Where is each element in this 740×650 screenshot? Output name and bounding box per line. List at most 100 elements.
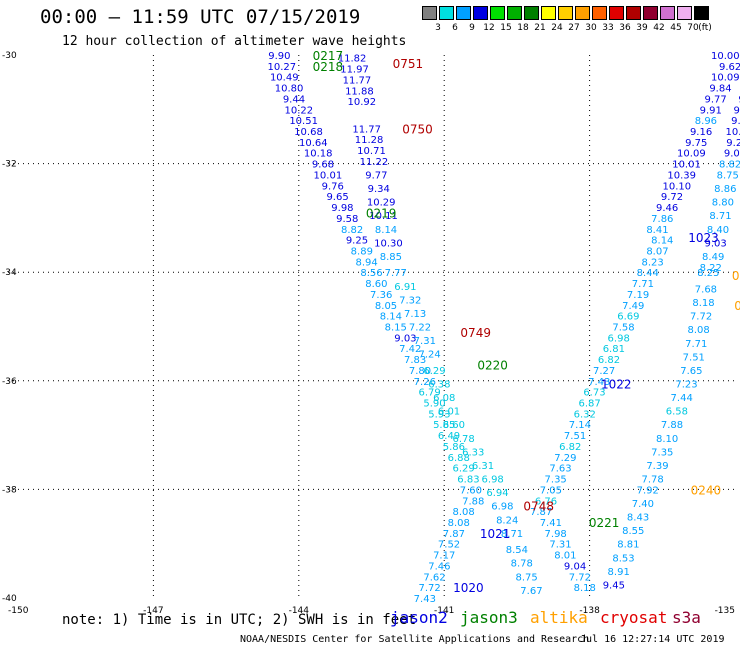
wave-height-value: 8.08 — [448, 518, 470, 529]
wave-height-value: 7.41 — [540, 518, 562, 529]
wave-height-value: 9.68 — [312, 160, 334, 171]
x-tick-label: -141 — [434, 606, 454, 616]
wave-height-value: 8.25 — [697, 268, 719, 279]
pass-time-label: 0219 — [366, 206, 397, 220]
wave-height-value: 7.62 — [423, 572, 445, 583]
wave-height-value: 9.45 — [603, 580, 625, 591]
wave-height-value: 6.87 — [578, 399, 600, 410]
wave-height-value: 7.36 — [370, 290, 392, 301]
wave-height-value: 8.75 — [717, 170, 739, 181]
color-swatch — [626, 6, 641, 20]
wave-height-value: 9.90 — [268, 51, 290, 62]
wave-height-value: 6.94 — [486, 488, 508, 499]
x-tick-label: -135 — [715, 606, 735, 616]
wave-height-value: 8.54 — [506, 545, 528, 556]
wave-height-value: 10.64 — [299, 138, 328, 149]
pass-time-label: 0750 — [402, 122, 433, 136]
y-tick-label: -38 — [2, 485, 17, 495]
wave-height-value: 11.97 — [340, 65, 369, 76]
wave-height-value: 6.98 — [482, 475, 504, 486]
wave-height-value: 6.49 — [438, 431, 460, 442]
wave-height-value: 6.83 — [457, 475, 479, 486]
x-tick-label: -144 — [289, 606, 310, 616]
wave-height-value: 9.58 — [336, 214, 358, 225]
wave-height-value: 8.96 — [695, 116, 717, 127]
wave-height-value: 6.79 — [419, 388, 441, 399]
wave-height-value: 6.82 — [598, 355, 620, 366]
wave-height-value: 10.49 — [270, 73, 299, 84]
color-swatch — [660, 6, 675, 20]
wave-height-value: 7.87 — [443, 529, 465, 540]
wave-height-value: 8.91 — [608, 567, 630, 578]
wave-height-value: 8.71 — [709, 211, 731, 222]
wave-height-value: 9.34 — [368, 184, 390, 195]
wave-height-value: 9.91 — [700, 105, 722, 116]
credit-line: NOAA/NESDIS Center for Satellite Applica… — [240, 634, 590, 645]
wave-height-value: 9.76 — [322, 181, 344, 192]
wave-height-value: 8.49 — [702, 252, 724, 263]
pass-time-label: 0217 — [313, 49, 344, 63]
wave-height-value: 6.58 — [666, 407, 688, 418]
color-scale-label: 6 — [452, 23, 458, 33]
wave-height-value: 8.14 — [380, 312, 402, 323]
x-tick-label: -138 — [579, 606, 600, 616]
wave-height-value: 6.33 — [462, 447, 484, 458]
color-scale-label: 3 — [435, 23, 441, 33]
color-swatch — [490, 6, 505, 20]
color-scale-label: 18 — [517, 23, 529, 33]
wave-height-value: 7.86 — [651, 214, 673, 225]
wave-height-value: 8.18 — [574, 583, 596, 594]
wave-height-value: 7.68 — [695, 284, 717, 295]
wave-height-value: 10.18 — [304, 149, 333, 160]
wave-height-value: 7.22 — [409, 323, 431, 334]
chart-subtitle: 12 hour collection of altimeter wave hei… — [62, 34, 407, 49]
satellite-legend-altika: altika — [530, 608, 588, 627]
wave-height-value: 7.27 — [593, 366, 615, 377]
wave-height-value: 6.32 — [574, 409, 596, 420]
wave-height-value: 7.24 — [419, 350, 441, 361]
color-scale-label: 70 — [687, 23, 699, 33]
wave-height-value: 10.29 — [367, 198, 396, 209]
y-tick-label: -32 — [2, 160, 17, 170]
wave-height-value: 9.77 — [365, 170, 387, 181]
color-swatch — [541, 6, 556, 20]
color-swatch — [439, 6, 454, 20]
wave-height-value: 6.81 — [603, 344, 625, 355]
wave-height-value: 8.43 — [627, 513, 649, 524]
wave-height-value: 9.77 — [704, 94, 726, 105]
wave-height-value: 7.35 — [545, 475, 567, 486]
wave-height-value: 7.52 — [438, 540, 460, 551]
wave-height-value: 7.42 — [399, 344, 421, 355]
color-swatch — [524, 6, 539, 20]
wave-height-value: 5.93 — [428, 409, 450, 420]
wave-height-value: 8.01 — [554, 551, 576, 562]
color-scale-label: 27 — [568, 23, 580, 33]
pass-time-label: 1022 — [601, 378, 632, 392]
color-swatch — [456, 6, 471, 20]
wave-height-value: 7.58 — [612, 323, 634, 334]
wave-height-value: 7.72 — [569, 572, 591, 583]
wave-height-value: 7.17 — [433, 551, 455, 562]
wave-height-value: 7.92 — [637, 485, 659, 496]
wave-height-value: 9.46 — [656, 203, 678, 214]
wave-height-value: 11.82 — [338, 54, 367, 65]
wave-height-value: 8.14 — [651, 236, 673, 247]
wave-height-value: 7.83 — [404, 355, 426, 366]
color-scale-label: 45 — [670, 23, 682, 33]
wave-height-value: 7.72 — [419, 583, 441, 594]
wave-height-value: 8.56 — [360, 268, 382, 279]
wave-height-value: 7.46 — [428, 561, 450, 572]
wave-height-value: 6.91 — [394, 282, 416, 293]
wave-height-value: 11.77 — [343, 75, 372, 86]
wave-height-value: 8.07 — [646, 246, 668, 257]
wave-height-value: 6.78 — [452, 434, 474, 445]
color-swatch — [643, 6, 658, 20]
color-scale-label: 42 — [653, 23, 665, 33]
wave-height-value: 7.23 — [675, 380, 697, 391]
wave-height-value: 7.19 — [627, 290, 649, 301]
satellite-legend-cryosat: cryosat — [600, 608, 668, 627]
wave-height-value: 7.63 — [549, 464, 571, 475]
wave-height-value: 10.71 — [357, 146, 386, 157]
wave-height-value: 11.77 — [352, 124, 381, 135]
wave-height-value: 8.89 — [351, 246, 373, 257]
